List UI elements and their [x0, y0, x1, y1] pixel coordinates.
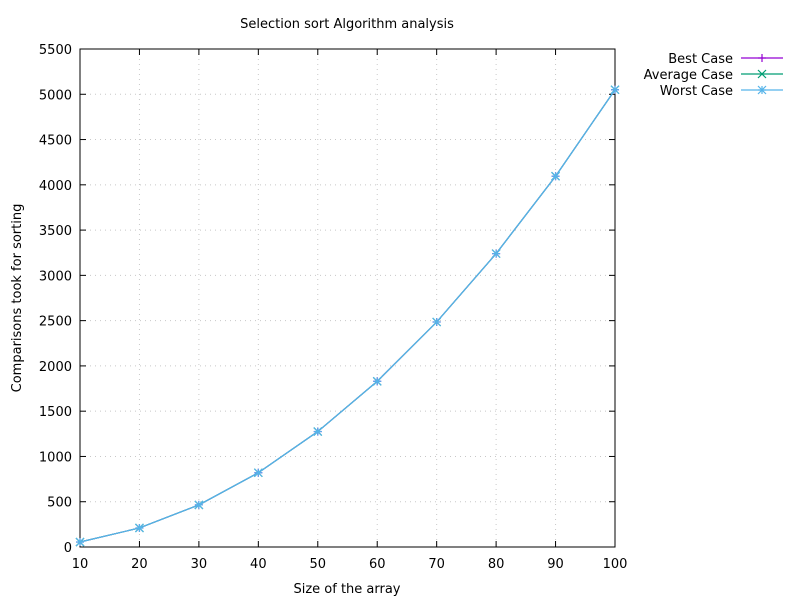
data-point-worst-case — [253, 468, 263, 478]
x-tick-label: 30 — [191, 557, 208, 572]
data-point-worst-case — [610, 85, 620, 95]
axis-ticks — [79, 48, 616, 548]
legend-item-worst-case: Worst Case — [660, 84, 783, 99]
x-tick-label: 40 — [250, 557, 267, 572]
x-tick-labels: 10 20 30 40 50 60 70 80 90 100 — [72, 557, 628, 572]
data-point-worst-case — [313, 427, 323, 436]
grid-lines — [80, 49, 615, 547]
x-tick-label: 80 — [488, 557, 505, 572]
data-point-worst-case-d2 — [551, 171, 560, 181]
y-tick-label: 0 — [64, 541, 72, 556]
y-tick-label: 500 — [47, 496, 72, 511]
data-point-worst-case-d2 — [253, 468, 263, 478]
data-point-worst-case-d2 — [491, 249, 501, 259]
legend-marker-average-case — [757, 69, 767, 79]
data-point-worst-case-d2 — [75, 537, 85, 547]
y-tick-label: 4000 — [39, 179, 72, 194]
y-axis-title: Comparisons took for sorting — [10, 204, 25, 393]
data-point-worst-case-d2 — [372, 376, 382, 386]
y-tick-label: 3500 — [39, 224, 72, 239]
series-worst-case — [75, 85, 620, 547]
x-tick-label: 90 — [547, 557, 564, 572]
x-tick-label: 60 — [369, 557, 386, 572]
plot-frame — [79, 48, 616, 548]
data-point-worst-case-d2 — [135, 523, 144, 533]
legend-item-best-case: Best Case — [668, 52, 783, 67]
x-tick-label: 70 — [428, 557, 445, 572]
data-point-worst-case-d2 — [610, 85, 620, 95]
data-point-worst-case-d2 — [194, 500, 204, 510]
data-point-worst-case-d2 — [313, 427, 323, 436]
legend-label: Worst Case — [660, 84, 733, 99]
series-layer — [75, 85, 620, 547]
legend-marker-best-case — [758, 54, 766, 62]
data-point-worst-case — [491, 249, 501, 259]
x-tick-label: 50 — [310, 557, 327, 572]
series-line-worst-case — [79, 89, 616, 543]
series-best-case — [76, 85, 619, 547]
series-average-case — [75, 85, 620, 547]
series-line-average-case — [79, 89, 616, 543]
y-tick-label: 5500 — [39, 43, 72, 58]
legend-marker-average-case-d2 — [757, 69, 767, 79]
data-point-worst-case — [75, 537, 85, 547]
x-tick-label: 100 — [603, 557, 628, 572]
data-point-worst-case-d2 — [432, 317, 442, 327]
data-point-worst-case — [372, 376, 382, 386]
data-point-worst-case — [194, 500, 204, 510]
y-tick-label: 4500 — [39, 134, 72, 149]
x-axis-title: Size of the array — [293, 582, 400, 597]
x-tick-label: 20 — [131, 557, 148, 572]
y-tick-label: 1000 — [39, 450, 72, 465]
legend-item-average-case: Average Case — [644, 68, 783, 83]
x-tick-label: 10 — [72, 557, 89, 572]
legend-label: Average Case — [644, 68, 733, 83]
data-point-worst-case — [135, 523, 144, 533]
y-tick-label: 2500 — [39, 315, 72, 330]
y-tick-labels: 0 500 1000 1500 2000 2500 3000 3500 4000 4500 5000… — [39, 43, 72, 556]
data-point-worst-case — [432, 317, 442, 327]
y-tick-label: 5000 — [39, 88, 72, 103]
legend-label: Best Case — [668, 52, 733, 67]
y-tick-label: 2000 — [39, 360, 72, 375]
data-point-worst-case — [551, 171, 560, 181]
legend-marker-worst-case-d2 — [757, 85, 767, 95]
chart-title: Selection sort Algorithm analysis — [240, 17, 454, 32]
legend-marker-worst-case — [757, 85, 767, 95]
series-line-best-case — [79, 89, 616, 543]
y-tick-label: 1500 — [39, 405, 72, 420]
y-tick-label: 3000 — [39, 269, 72, 284]
